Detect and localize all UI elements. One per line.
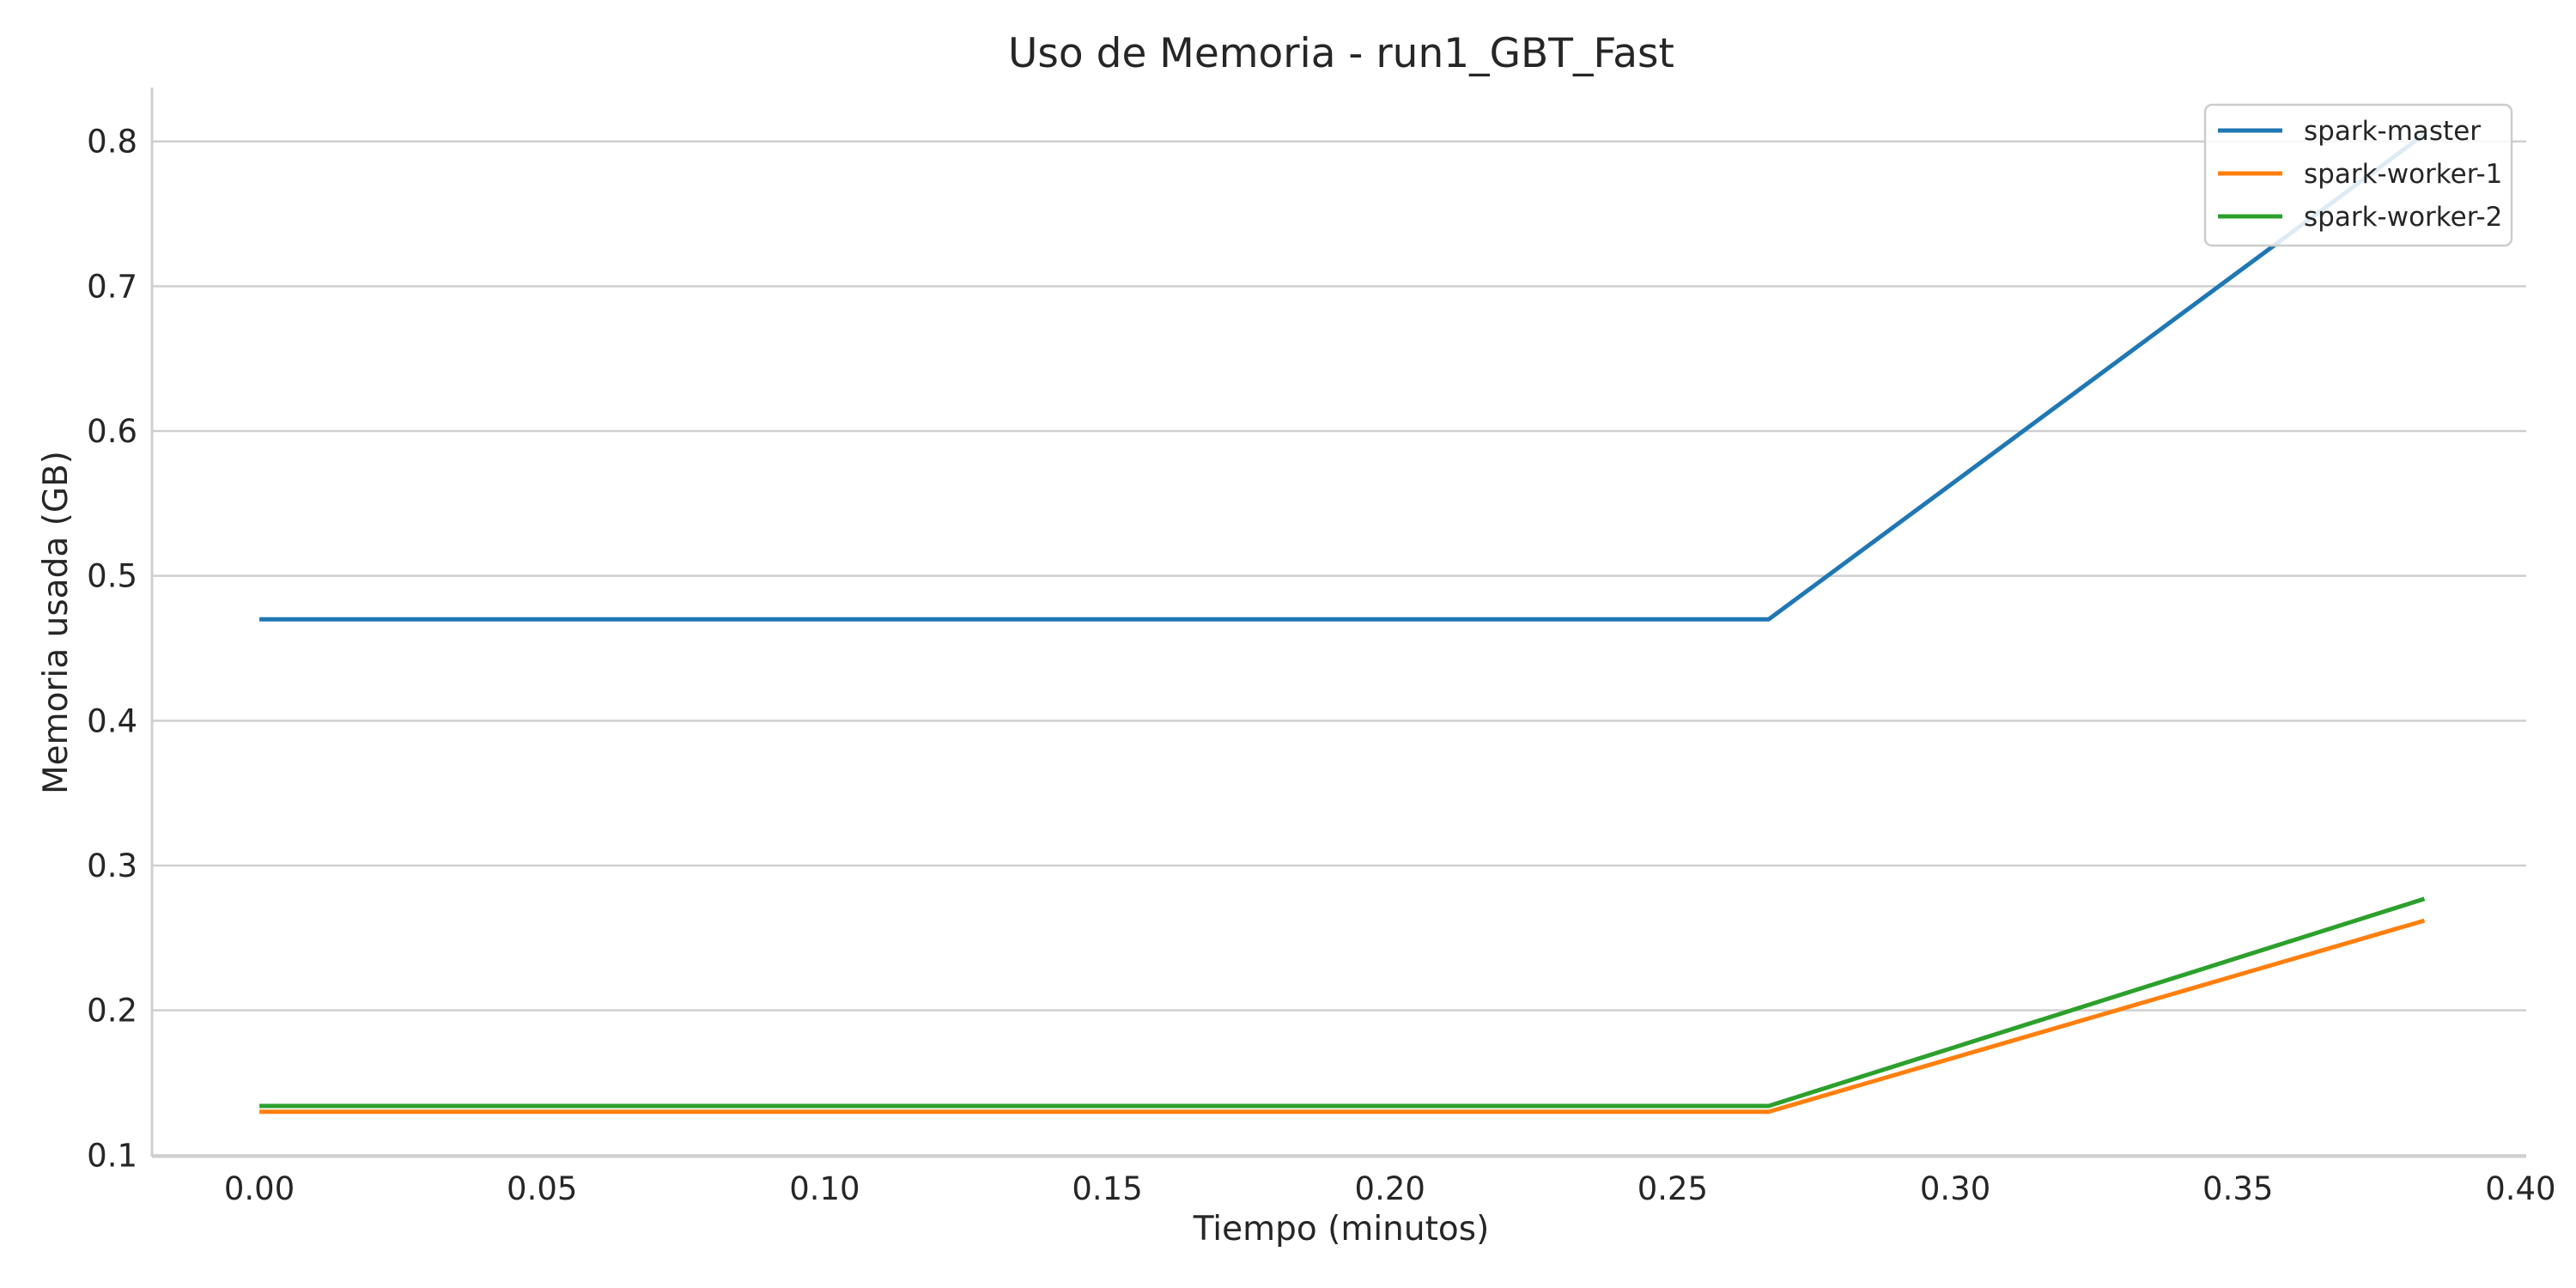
x-tick-label: 0.25 <box>1637 1170 1708 1207</box>
y-gridlines <box>152 140 2526 1157</box>
y-tick-label: 0.4 <box>87 702 137 739</box>
series-line-spark-worker-1 <box>259 918 2426 1115</box>
axes-spines <box>150 88 2526 1158</box>
series-lines <box>259 132 2426 1115</box>
legend-label: spark-master <box>2304 116 2481 147</box>
x-tick-label: 0.20 <box>1355 1170 1425 1207</box>
y-tick-labels: 0.1 0.2 0.3 0.4 0.5 0.6 0.7 0.8 <box>87 124 137 1175</box>
chart-title: Uso de Memoria - run1_GBT_Fast <box>1008 30 1674 77</box>
x-tick-label: 0.05 <box>507 1170 577 1207</box>
y-tick-label: 0.2 <box>87 993 137 1030</box>
legend-label: spark-worker-2 <box>2304 202 2502 233</box>
x-tick-label: 0.15 <box>1072 1170 1142 1207</box>
x-axis-label: Tiempo (minutos) <box>1193 1210 1490 1249</box>
y-axis-label: Memoria usada (GB) <box>37 451 76 794</box>
x-tick-label: 0.35 <box>2202 1170 2273 1207</box>
legend: spark-master spark-worker-1 spark-worker-2 <box>2203 103 2513 247</box>
y-tick-label: 0.6 <box>87 413 137 450</box>
y-tick-label: 0.5 <box>87 558 137 595</box>
legend-label: spark-worker-1 <box>2304 159 2502 190</box>
series-line-spark-worker-2 <box>259 896 2426 1109</box>
x-tick-labels: 0.00 0.05 0.10 0.15 0.20 0.25 0.30 0.35 0.40 <box>224 1170 2556 1207</box>
legend-box <box>2203 103 2513 247</box>
y-tick-label: 0.3 <box>87 848 137 884</box>
y-tick-label: 0.7 <box>87 268 137 305</box>
x-tick-label: 0.40 <box>2485 1170 2555 1207</box>
x-tick-label: 0.30 <box>1920 1170 1990 1207</box>
x-tick-label: 0.00 <box>224 1170 295 1207</box>
series-line-spark-master <box>259 132 2426 622</box>
y-tick-label: 0.1 <box>87 1137 137 1174</box>
x-tick-label: 0.10 <box>789 1170 860 1207</box>
y-tick-label: 0.8 <box>87 124 137 161</box>
